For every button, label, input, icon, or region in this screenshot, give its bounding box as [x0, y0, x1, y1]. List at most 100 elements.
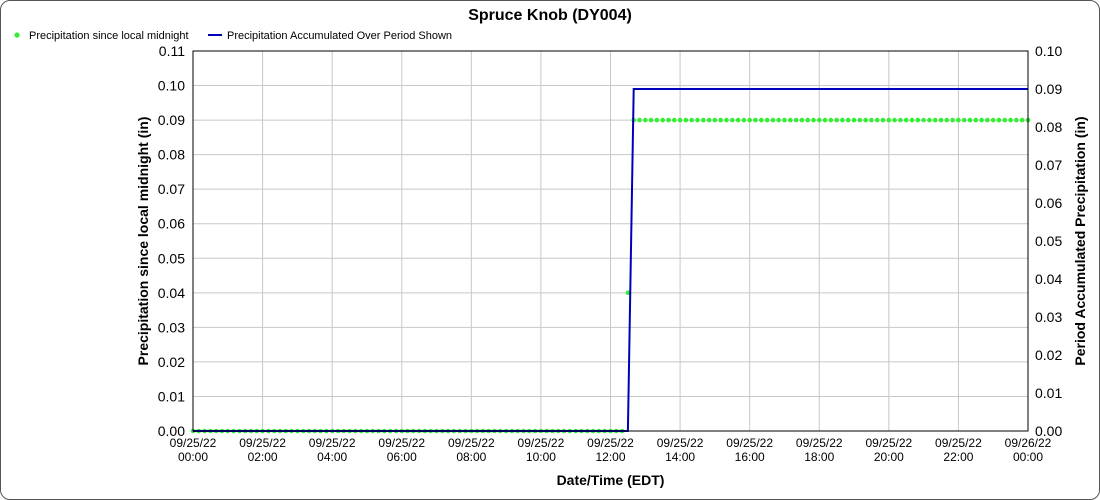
data-point-precip-midnight — [996, 117, 1002, 123]
data-point-precip-midnight — [799, 117, 805, 123]
x-tick-label: 09/25/22 00:00 — [170, 436, 217, 464]
data-point-precip-midnight — [747, 117, 752, 123]
data-point-precip-midnight — [886, 117, 892, 123]
y-right-tick-label: 0.03 — [1035, 309, 1062, 325]
data-point-precip-midnight — [1014, 117, 1019, 123]
data-point-precip-midnight — [805, 117, 810, 123]
y-left-tick-label: 0.09 — [158, 112, 185, 128]
x-tick-label: 09/25/22 04:00 — [309, 436, 356, 464]
data-point-precip-midnight — [706, 117, 712, 123]
data-point-precip-midnight — [817, 117, 822, 123]
data-point-precip-midnight — [915, 117, 921, 123]
y-left-tick-label: 0.07 — [158, 181, 185, 197]
data-point-precip-midnight — [921, 117, 926, 123]
data-point-precip-midnight — [898, 117, 903, 123]
data-point-precip-midnight — [625, 290, 631, 296]
y-right-tick-label: 0.00 — [1035, 423, 1062, 439]
data-point-precip-midnight — [1019, 117, 1025, 123]
y-left-tick-labels: 0.00 0.01 0.02 0.03 0.04 0.05 0.06 0.07 0.08 0.09… — [158, 43, 185, 439]
data-point-precip-midnight — [938, 117, 944, 123]
data-point-precip-midnight — [695, 117, 700, 123]
data-point-precip-midnight — [689, 117, 694, 123]
data-point-precip-midnight — [944, 117, 950, 123]
data-point-precip-midnight — [863, 117, 868, 123]
y-right-tick-label: 0.04 — [1035, 271, 1062, 287]
data-point-precip-midnight — [648, 117, 654, 123]
y-left-tick-label: 0.04 — [158, 285, 185, 301]
data-point-precip-midnight — [782, 117, 787, 123]
data-point-precip-midnight — [961, 117, 967, 123]
data-point-precip-midnight — [660, 117, 665, 123]
data-point-precip-midnight — [845, 117, 851, 123]
y-left-tick-label: 0.00 — [158, 423, 185, 439]
x-tick-label: 09/25/22 22:00 — [935, 436, 982, 464]
x-tick-label: 09/25/22 12:00 — [587, 436, 634, 464]
data-point-precip-midnight — [1002, 117, 1008, 123]
x-tick-label: 09/25/22 08:00 — [448, 436, 495, 464]
y-left-tick-label: 0.06 — [158, 216, 185, 232]
data-point-precip-midnight — [869, 117, 874, 123]
data-point-precip-midnight — [724, 117, 729, 123]
y-axis-left-label: Precipitation since local midnight (in) — [135, 117, 151, 366]
data-point-precip-midnight — [776, 117, 781, 123]
data-point-precip-midnight — [811, 117, 816, 123]
data-point-precip-midnight — [753, 117, 758, 123]
data-point-precip-midnight — [770, 117, 776, 123]
x-tick-label: 09/25/22 14:00 — [657, 436, 704, 464]
data-point-precip-midnight — [637, 117, 642, 123]
legend-marker-precip-midnight — [14, 32, 20, 38]
data-point-precip-midnight — [851, 117, 857, 123]
data-point-precip-midnight — [741, 117, 747, 123]
y-right-tick-label: 0.10 — [1035, 43, 1062, 59]
data-point-precip-midnight — [677, 117, 683, 123]
data-point-precip-midnight — [932, 117, 938, 123]
data-point-precip-midnight — [973, 117, 979, 123]
data-point-precip-midnight — [654, 117, 660, 123]
data-point-precip-midnight — [990, 117, 996, 123]
data-point-precip-midnight — [730, 117, 735, 123]
y-right-tick-label: 0.02 — [1035, 347, 1062, 363]
data-point-precip-midnight — [672, 117, 677, 123]
y-right-tick-label: 0.05 — [1035, 233, 1062, 249]
x-tick-label: 09/25/22 10:00 — [518, 436, 565, 464]
data-point-precip-midnight — [735, 117, 741, 123]
y-right-tick-label: 0.06 — [1035, 195, 1062, 211]
data-point-precip-midnight — [666, 117, 671, 123]
data-point-precip-midnight — [764, 117, 770, 123]
data-point-precip-midnight — [793, 117, 799, 123]
data-point-precip-midnight — [788, 117, 793, 123]
data-point-precip-midnight — [985, 117, 990, 123]
data-point-precip-midnight — [892, 117, 897, 123]
data-point-precip-midnight — [828, 117, 834, 123]
data-point-precip-midnight — [956, 117, 961, 123]
data-point-precip-midnight — [822, 117, 828, 123]
data-point-precip-midnight — [927, 117, 932, 123]
x-tick-label: 09/25/22 02:00 — [239, 436, 286, 464]
y-right-tick-label: 0.09 — [1035, 81, 1062, 97]
data-point-precip-midnight — [1008, 117, 1013, 123]
y-right-tick-label: 0.01 — [1035, 385, 1062, 401]
data-point-precip-midnight — [759, 117, 764, 123]
y-right-tick-labels: 0.00 0.01 0.02 0.03 0.04 0.05 0.06 0.07 0.08 0.09… — [1035, 43, 1062, 439]
data-point-precip-midnight — [903, 117, 909, 123]
y-right-tick-label: 0.07 — [1035, 157, 1062, 173]
x-tick-label: 09/26/22 00:00 — [1005, 436, 1052, 464]
y-left-tick-label: 0.05 — [158, 250, 185, 266]
y-axis-right-label: Period Accumulated Precipitation (in) — [1072, 116, 1088, 365]
x-tick-label: 09/25/22 20:00 — [865, 436, 912, 464]
y-left-tick-label: 0.03 — [158, 319, 185, 335]
y-right-tick-label: 0.08 — [1035, 119, 1062, 135]
data-point-precip-midnight — [834, 117, 839, 123]
data-point-precip-midnight — [880, 117, 886, 123]
data-point-precip-midnight — [701, 117, 706, 123]
data-point-precip-midnight — [712, 117, 718, 123]
data-point-precip-midnight — [979, 117, 984, 123]
data-point-precip-midnight — [857, 117, 863, 123]
data-point-precip-midnight — [840, 117, 845, 123]
legend-label-precip-midnight: Precipitation since local midnight — [29, 30, 189, 42]
data-point-precip-midnight — [950, 117, 955, 123]
y-left-tick-label: 0.02 — [158, 354, 185, 370]
data-point-precip-midnight — [967, 117, 973, 123]
y-left-tick-label: 0.01 — [158, 388, 185, 404]
